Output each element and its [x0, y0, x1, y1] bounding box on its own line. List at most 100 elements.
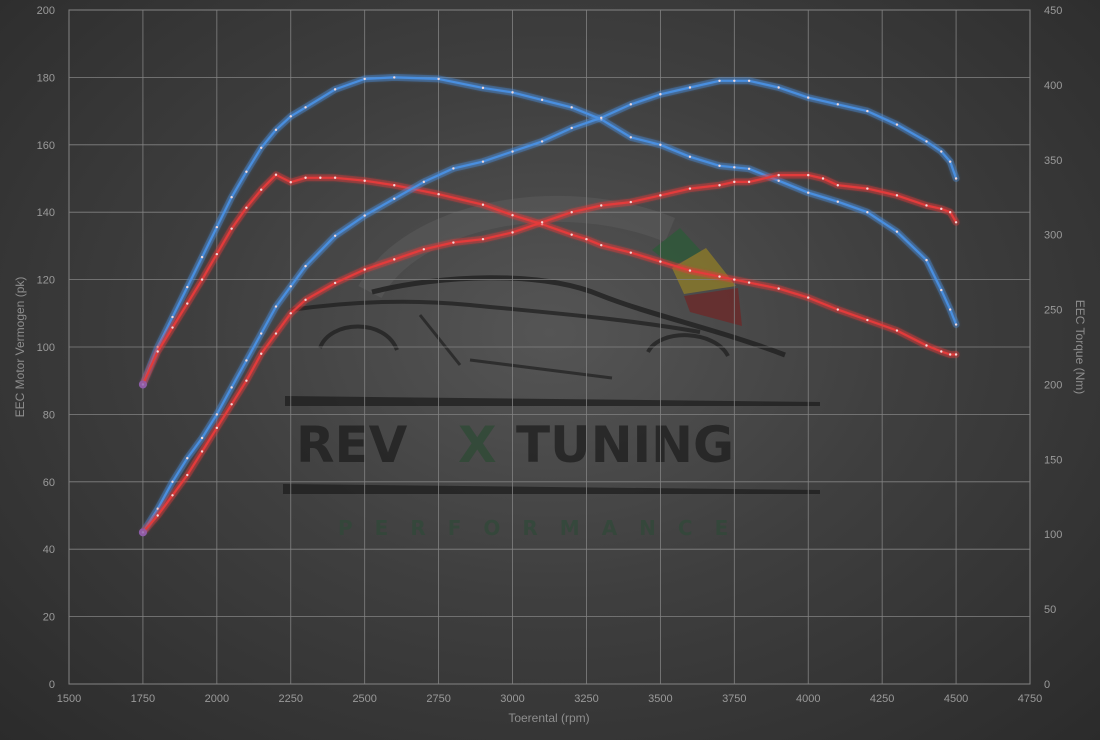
y-right-tick-label: 450 — [1044, 5, 1062, 17]
series-point-2 — [777, 287, 780, 290]
series-point-2 — [659, 260, 662, 263]
watermark-brand-left: REV — [296, 416, 408, 474]
series-point-3 — [156, 507, 159, 510]
series-point-3 — [747, 79, 751, 82]
series-point-3 — [895, 123, 899, 126]
series-point-4 — [629, 200, 633, 204]
series-point-4 — [570, 211, 573, 214]
series-point-1 — [274, 128, 278, 132]
y-right-tick-label: 350 — [1044, 155, 1062, 167]
watermark-wheel-front — [318, 324, 399, 351]
series-point-1 — [940, 288, 943, 292]
series-line-4 — [141, 174, 958, 534]
series-point-2 — [600, 243, 603, 247]
series-point-2 — [171, 326, 174, 329]
series-start-marker-4 — [138, 528, 147, 537]
series-point-1 — [688, 155, 692, 158]
series-point-1 — [481, 86, 485, 90]
series-point-4 — [659, 194, 662, 197]
series-point-2 — [940, 350, 943, 353]
y-left-tick-label: 120 — [37, 275, 55, 287]
series-point-3 — [245, 359, 248, 362]
series-point-2 — [733, 278, 736, 281]
watermark-car-line — [418, 314, 613, 380]
series-point-3 — [954, 177, 958, 180]
series-point-4 — [333, 281, 337, 285]
x-axis-title: Toerental (rpm) — [508, 711, 589, 725]
y-left-tick-label: 140 — [37, 207, 55, 219]
y-right-tick-label: 50 — [1044, 604, 1056, 616]
series-point-2 — [585, 237, 588, 241]
series-point-3 — [481, 160, 485, 163]
series-point-1 — [777, 179, 780, 182]
y-axis-left-title: EEC Motor Vermogen (pk) — [13, 277, 27, 418]
series-point-1 — [925, 258, 928, 262]
series-point-2 — [215, 252, 219, 256]
watermark-gauge-yellow — [672, 248, 736, 294]
series-point-4 — [540, 221, 544, 224]
watermark-tagline: PERFORMANCE — [338, 516, 750, 540]
y-left-tick-label: 20 — [43, 612, 55, 624]
series-point-3 — [215, 413, 219, 416]
series-point-2 — [363, 179, 366, 182]
x-tick-label: 3000 — [500, 693, 524, 705]
series-point-4 — [807, 173, 810, 177]
series-point-4 — [245, 379, 248, 382]
series-point-3 — [940, 150, 943, 153]
series-point-3 — [200, 436, 204, 440]
x-tick-label: 3250 — [574, 693, 598, 705]
series-point-3 — [659, 93, 662, 96]
series-point-4 — [156, 514, 159, 517]
series-point-4 — [925, 204, 928, 207]
series-point-3 — [629, 103, 633, 106]
series-point-4 — [230, 403, 233, 406]
series-point-1 — [200, 255, 204, 259]
series-point-1 — [363, 77, 366, 81]
series-point-2 — [629, 251, 633, 254]
series-point-2 — [156, 350, 159, 353]
series-glow-1 — [139, 73, 960, 388]
series-point-4 — [393, 258, 396, 261]
x-tick-label: 2750 — [426, 693, 450, 705]
y-left-tick-label: 0 — [49, 679, 55, 691]
series-point-2 — [274, 173, 278, 176]
y-right-tick-label: 300 — [1044, 230, 1062, 242]
series-point-1 — [289, 115, 292, 118]
series-point-2 — [836, 308, 839, 311]
series-point-2 — [925, 344, 928, 347]
series-point-1 — [895, 230, 899, 233]
series-point-1 — [304, 106, 307, 109]
y-left-tick-label: 100 — [37, 342, 55, 354]
watermark-gauge-arc — [358, 195, 675, 299]
series-point-3 — [540, 140, 544, 143]
series-point-2 — [747, 281, 751, 284]
x-tick-label: 4500 — [944, 693, 968, 705]
y-right-tick-label: 0 — [1044, 679, 1050, 691]
series-point-4 — [511, 231, 514, 234]
series-line-2 — [141, 173, 958, 386]
series-point-2 — [319, 176, 322, 179]
watermark-car-body — [289, 299, 701, 334]
series-point-4 — [171, 494, 174, 497]
series-point-4 — [948, 211, 952, 214]
y-right-tick-label: 250 — [1044, 305, 1062, 317]
y-right-tick-label: 200 — [1044, 379, 1062, 391]
series-point-2 — [304, 176, 307, 179]
series-point-3 — [393, 197, 396, 200]
series-point-3 — [289, 285, 292, 288]
series-point-1 — [866, 211, 869, 214]
chart-series — [138, 73, 960, 537]
x-tick-label: 3750 — [722, 693, 746, 705]
watermark-bar-top — [285, 396, 820, 406]
series-point-1 — [629, 136, 633, 139]
series-point-3 — [230, 386, 233, 389]
x-tick-label: 2000 — [205, 693, 229, 705]
watermark-brand-mid: X — [458, 416, 497, 474]
watermark-gauge-green — [652, 228, 702, 266]
series-point-3 — [777, 86, 780, 89]
series-point-4 — [954, 221, 958, 224]
series-point-2 — [230, 227, 233, 230]
series-point-2 — [895, 329, 899, 332]
series-point-1 — [230, 196, 233, 199]
